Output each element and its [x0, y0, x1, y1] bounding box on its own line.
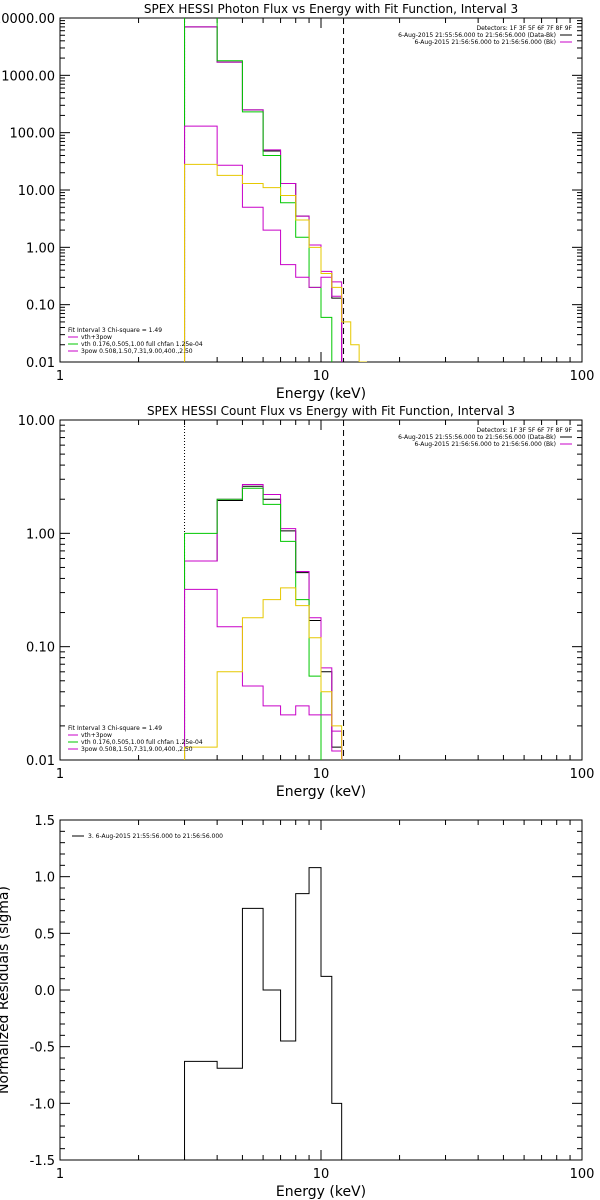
y-tick-label: 0.5 — [34, 927, 55, 942]
series-4-histogram — [184, 163, 367, 362]
y-tick-label: 0.01 — [26, 356, 55, 371]
x-tick-label: 10 — [313, 767, 330, 782]
x-tick-label: 1 — [56, 369, 64, 384]
legend-label-1: vth+3pow — [81, 732, 112, 739]
legend-label-1: vth+3pow — [81, 334, 112, 341]
series-0-histogram — [184, 26, 343, 362]
y-tick-label: 1.5 — [34, 814, 55, 829]
x-axis-label: Energy (keV) — [276, 386, 366, 402]
x-tick-label: 100 — [570, 369, 595, 384]
time-legend-label: 6-Aug-2015 21:55:56.000 to 21:56:56.000 … — [398, 32, 556, 39]
y-tick-label: 0.0 — [34, 984, 55, 999]
y-tick-label: -0.5 — [30, 1041, 55, 1056]
y-tick-label: -1.0 — [30, 1097, 55, 1112]
time-legend-label: 6-Aug-2015 21:56:56.000 to 21:56:56.000 … — [414, 441, 556, 448]
y-tick-label: 1.00 — [26, 241, 55, 256]
y-tick-label: 1000.00 — [1, 69, 55, 84]
y-tick-label: 100.00 — [10, 127, 56, 142]
fit-info-text: Fit Interval 3 Chi-square = 1.49 — [68, 327, 162, 334]
photon-flux-panel: SPEX HESSI Photon Flux vs Energy with Fi… — [0, 2, 595, 402]
detectors-text: Detectors: 1F 3F 5F 6F 7F 8F 9F — [476, 427, 572, 434]
x-axis-label: Energy (keV) — [276, 784, 366, 800]
legend-label-3: 3pow 0.508,1.50,7.31,9.00,400.,2.50 — [81, 746, 193, 753]
series-2-histogram — [184, 18, 333, 362]
residual-legend-label: 3. 6-Aug-2015 21:55:56.000 to 21:56:56.0… — [88, 833, 223, 840]
chart-title: SPEX HESSI Photon Flux vs Energy with Fi… — [144, 2, 518, 16]
y-tick-label: 1.00 — [26, 527, 55, 542]
series-2-histogram — [184, 487, 333, 760]
y-tick-label: -1.5 — [30, 1154, 55, 1169]
detectors-text: Detectors: 1F 3F 5F 6F 7F 8F 9F — [476, 25, 572, 32]
x-tick-label: 1 — [56, 1167, 64, 1182]
time-legend-label: 6-Aug-2015 21:55:56.000 to 21:56:56.000 … — [398, 434, 556, 441]
fit-info-text: Fit Interval 3 Chi-square = 1.49 — [68, 725, 162, 732]
y-tick-label: 0.10 — [26, 299, 55, 314]
series-group — [184, 18, 367, 362]
series-3-histogram — [184, 125, 343, 362]
x-tick-label: 10 — [313, 1167, 330, 1182]
y-tick-label: 0.01 — [26, 754, 55, 769]
legend-label-2: vth 0.176,0.505,1.00 full chfan 1.25e-04 — [81, 341, 203, 348]
x-tick-label: 100 — [570, 767, 595, 782]
series-group — [184, 483, 352, 760]
y-tick-label: 1.0 — [34, 871, 55, 886]
x-tick-label: 100 — [570, 1167, 595, 1182]
series-1-histogram — [184, 483, 343, 760]
y-tick-label: 10.00 — [18, 184, 55, 199]
y-tick-label: 10.00 — [18, 414, 55, 429]
y-tick-label: 0.10 — [26, 641, 55, 656]
x-tick-label: 1 — [56, 767, 64, 782]
legend-label-3: 3pow 0.508,1.50,7.31,9.00,400.,2.50 — [81, 348, 193, 355]
legend-label-2: vth 0.176,0.505,1.00 full chfan 1.25e-04 — [81, 739, 203, 746]
residuals-panel: 1 10 100 Energy (keV) -1.5 -1.0 -0.5 0.0 0.5 1.0 1… — [0, 814, 594, 1200]
x-axis-label: Energy (keV) — [276, 1184, 366, 1200]
x-tick-label: 10 — [313, 369, 330, 384]
chart-title: SPEX HESSI Count Flux vs Energy with Fit… — [147, 404, 515, 418]
series-0-histogram — [184, 485, 343, 760]
series-4-histogram — [184, 587, 352, 760]
series-1-histogram — [184, 26, 343, 362]
series-0-histogram — [184, 867, 343, 1160]
y-tick-label: 10000.00 — [0, 12, 55, 27]
count-flux-panel: SPEX HESSI Count Flux vs Energy with Fit… — [18, 404, 595, 800]
time-legend-label: 6-Aug-2015 21:56:56.000 to 21:56:56.000 … — [414, 39, 556, 46]
series-group — [184, 867, 343, 1160]
y-axis-label: Normalized Residuals (sigma) — [0, 886, 12, 1094]
